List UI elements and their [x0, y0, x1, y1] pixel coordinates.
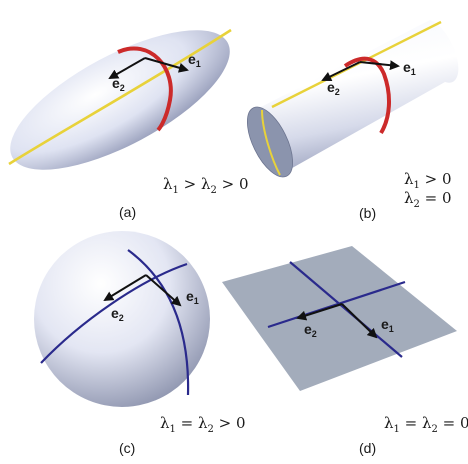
vector-e1-arrow — [145, 274, 182, 307]
ellipsoid-surface — [10, 30, 230, 170]
plane-surface — [222, 246, 457, 391]
vector-e1-label: e1 — [188, 51, 201, 69]
cylinder-surface — [261, 20, 459, 176]
vector-e1-arrow — [341, 303, 378, 339]
caption: (a) — [119, 204, 136, 220]
plane-line-2 — [289, 261, 403, 358]
condition-text: λ1 > λ2 > 0 — [163, 175, 249, 196]
vector-e1-arrow — [359, 60, 400, 71]
condition-text: λ1 = λ2 = 0 — [384, 414, 468, 435]
vector-e1-arrow — [144, 57, 189, 73]
panel-b: e1 e2 λ1 > 0 λ2 = 0 (b) — [246, 20, 459, 221]
ellipsoid-minor-curve — [117, 46, 173, 132]
vector-e2-label: e2 — [111, 305, 124, 323]
cylinder-end-cap — [246, 106, 294, 178]
ellipsoid-major-curve — [8, 28, 232, 166]
vector-e2-arrow — [108, 57, 146, 79]
sphere-great-circle-1 — [40, 262, 188, 364]
panel-d: e1 e2 λ1 = λ2 = 0 (d) — [222, 246, 468, 456]
vector-e1-label: e1 — [381, 316, 394, 334]
caption: (c) — [119, 440, 135, 456]
panel-c: e1 e2 λ1 = λ2 > 0 (c) — [34, 231, 246, 456]
vector-e2-label: e2 — [112, 75, 125, 93]
vector-e2-arrow — [103, 274, 147, 302]
vector-e2-arrow — [321, 61, 361, 81]
condition-text: λ1 > 0 — [404, 170, 452, 191]
cylinder-yellow-edge — [261, 109, 281, 176]
panel-a: e1 e2 λ1 > λ2 > 0 (a) — [8, 28, 249, 220]
vector-e1-label: e1 — [186, 288, 199, 306]
vector-e1-label: e1 — [403, 59, 416, 77]
cylinder-circle-curve — [343, 56, 391, 135]
vector-e2-arrow — [296, 303, 343, 321]
caption: (d) — [359, 440, 376, 456]
caption: (b) — [359, 205, 376, 221]
condition-text: λ1 = λ2 > 0 — [160, 414, 246, 435]
sphere-surface — [34, 231, 210, 407]
condition-text: λ2 = 0 — [404, 189, 452, 210]
vector-e2-label: e2 — [304, 321, 317, 339]
vector-e2-label: e2 — [327, 79, 340, 97]
plane-line-1 — [267, 280, 406, 329]
